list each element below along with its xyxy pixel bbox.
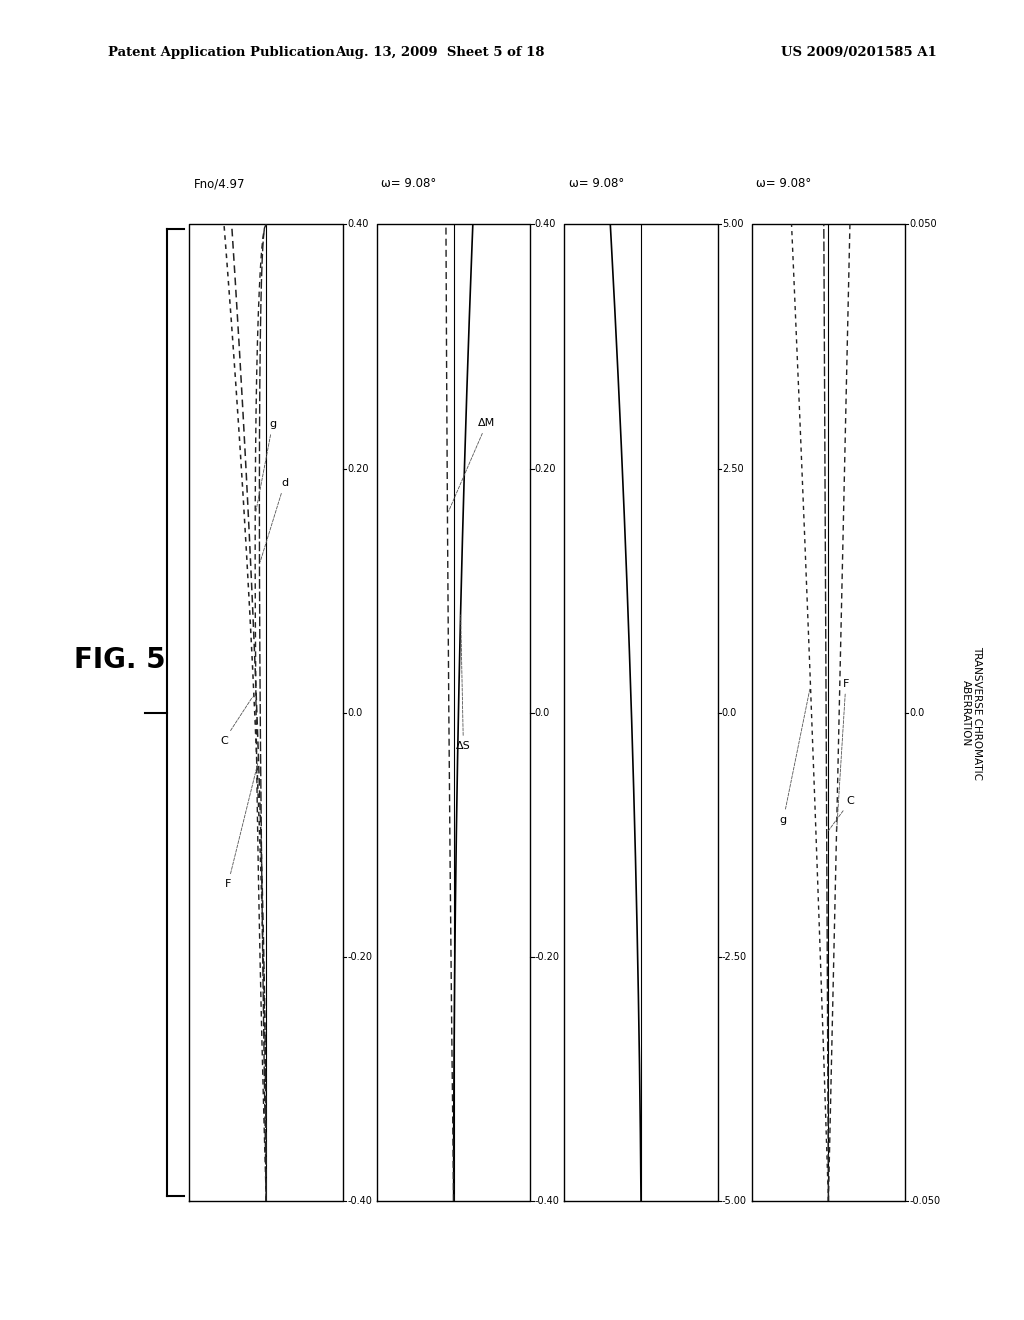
Text: -2.50: -2.50 xyxy=(722,952,746,962)
Text: 0.0: 0.0 xyxy=(909,708,925,718)
Text: -5.00: -5.00 xyxy=(722,1196,746,1206)
Text: g: g xyxy=(256,420,276,512)
Text: 0.20: 0.20 xyxy=(347,463,369,474)
Text: ω= 9.08°: ω= 9.08° xyxy=(569,177,624,190)
Text: ω= 9.08°: ω= 9.08° xyxy=(381,177,436,190)
Text: 2.50: 2.50 xyxy=(722,463,743,474)
Text: DISTORTION (%): DISTORTION (%) xyxy=(759,671,769,755)
Text: C: C xyxy=(220,697,252,746)
Text: SPHERICAL ABERRATION: SPHERICAL ABERRATION xyxy=(387,649,397,776)
Text: Fno/4.97: Fno/4.97 xyxy=(195,177,246,190)
Text: 0.0: 0.0 xyxy=(347,708,362,718)
Text: 0.050: 0.050 xyxy=(909,219,937,230)
Text: -0.40: -0.40 xyxy=(347,1196,372,1206)
Text: TRANSVERSE CHROMATIC
ABERRATION: TRANSVERSE CHROMATIC ABERRATION xyxy=(961,645,982,780)
Text: ω= 9.08°: ω= 9.08° xyxy=(756,177,811,190)
Text: US 2009/0201585 A1: US 2009/0201585 A1 xyxy=(781,46,937,59)
Text: 0.20: 0.20 xyxy=(535,463,556,474)
Text: -0.20: -0.20 xyxy=(347,952,372,962)
Text: ΔS: ΔS xyxy=(456,615,471,751)
Text: d: d xyxy=(260,478,288,561)
Text: F: F xyxy=(224,763,258,890)
Text: 0.0: 0.0 xyxy=(535,708,550,718)
Text: ΔM: ΔM xyxy=(449,418,496,511)
Text: 0.40: 0.40 xyxy=(535,219,556,230)
Text: Aug. 13, 2009  Sheet 5 of 18: Aug. 13, 2009 Sheet 5 of 18 xyxy=(336,46,545,59)
Text: C: C xyxy=(828,796,854,830)
Text: 5.00: 5.00 xyxy=(722,219,743,230)
Text: 0.0: 0.0 xyxy=(722,708,737,718)
Text: Patent Application Publication: Patent Application Publication xyxy=(108,46,334,59)
Text: F: F xyxy=(837,678,849,830)
Text: 0.40: 0.40 xyxy=(347,219,369,230)
Text: FIG. 5: FIG. 5 xyxy=(74,645,165,675)
Text: -0.20: -0.20 xyxy=(535,952,559,962)
Text: -0.050: -0.050 xyxy=(909,1196,940,1206)
Text: g: g xyxy=(780,689,810,825)
Text: ASTIGMATISM: ASTIGMATISM xyxy=(567,677,577,748)
Text: -0.40: -0.40 xyxy=(535,1196,559,1206)
